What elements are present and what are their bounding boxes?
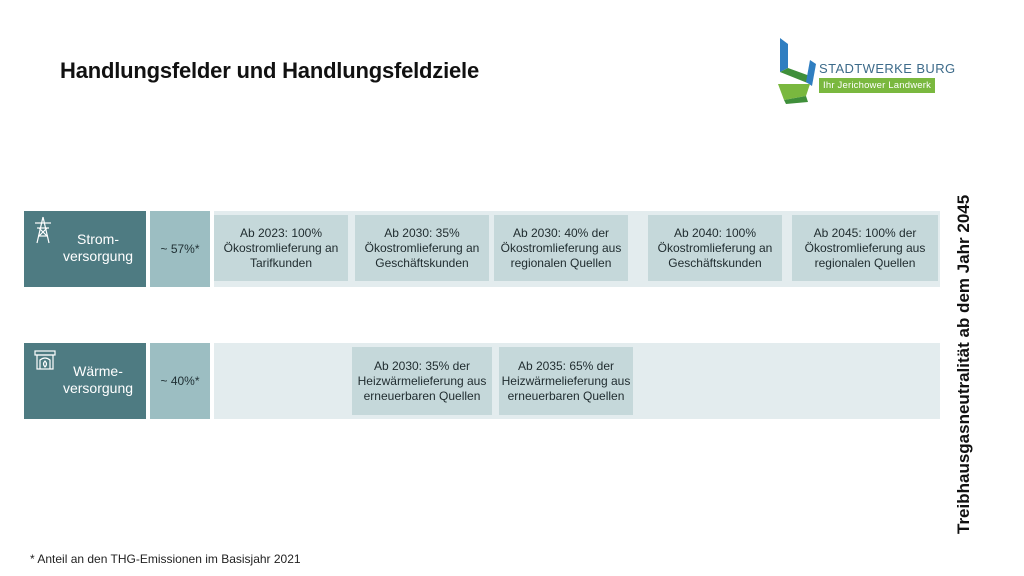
goals-band: Ab 2023: 100% Ökostromlieferung an Tarif… [214,211,940,287]
goal-item: Ab 2035: 65% der Heizwärmelieferung aus … [499,347,633,415]
side-label-climate-neutrality: Treibhausgasneutralität ab dem Jahr 2045 [954,194,973,534]
goal-item: Ab 2045: 100% der Ökostromlieferung aus … [792,215,938,281]
goal-item: Ab 2030: 40% der Ökostromlieferung aus r… [494,215,628,281]
footnote: * Anteil an den THG-Emissionen im Basisj… [30,552,301,566]
row-stromversorgung: Strom- versorgung ~ 57%* Ab 2023: 100% Ö… [24,211,940,287]
row-waermeversorgung: Wärme- versorgung ~ 40%* Ab 2030: 35% de… [24,343,940,419]
goal-item: Ab 2030: 35% der Heizwärmelieferung aus … [352,347,492,415]
company-logo: STADTWERKE BURG Ihr Jerichower Landwerk [776,38,956,104]
emission-share: ~ 57%* [150,211,210,287]
fireplace-icon [34,350,56,370]
page-title: Handlungsfelder und Handlungsfeldziele [60,58,479,83]
field-label-box: Wärme- versorgung [24,343,146,419]
power-pylon-icon [35,216,51,244]
field-label: Strom- versorgung [62,231,134,264]
field-label-box: Strom- versorgung [24,211,146,287]
field-label: Wärme- versorgung [62,363,134,396]
stadtwerke-logo-mark-icon [778,38,816,104]
logo-company-name: STADTWERKE BURG [819,61,956,76]
goal-item: Ab 2040: 100% Ökostromlieferung an Gesch… [648,215,782,281]
goal-item: Ab 2023: 100% Ökostromlieferung an Tarif… [214,215,348,281]
logo-tagline: Ihr Jerichower Landwerk [819,78,936,93]
goal-item: Ab 2030: 35% Ökostromlieferung an Geschä… [355,215,489,281]
emission-share: ~ 40%* [150,343,210,419]
goals-band: Ab 2030: 35% der Heizwärmelieferung aus … [214,343,940,419]
